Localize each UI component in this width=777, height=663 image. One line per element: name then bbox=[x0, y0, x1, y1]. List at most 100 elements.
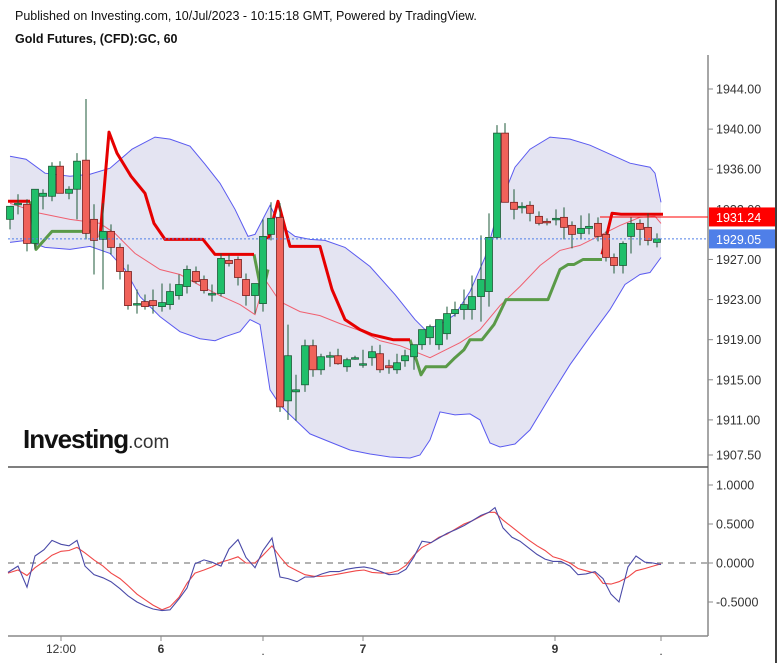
candle bbox=[443, 306, 451, 340]
candle-body bbox=[585, 225, 593, 229]
candle bbox=[276, 203, 284, 412]
time-tick-label: . bbox=[261, 644, 264, 658]
candle bbox=[6, 205, 14, 230]
time-tick-label: 9 bbox=[552, 642, 559, 656]
candle bbox=[585, 213, 593, 235]
candle bbox=[326, 351, 334, 367]
last-price-badge: 1931.24 bbox=[709, 207, 775, 227]
candle-body bbox=[90, 218, 98, 241]
candle bbox=[351, 355, 359, 360]
candle bbox=[200, 275, 208, 294]
candle-body bbox=[158, 302, 166, 307]
price-tick-label: 1907.50 bbox=[716, 448, 761, 462]
oscillator-axis: 1.0000 0.5000 0.0000 -0.5000 bbox=[708, 479, 758, 610]
investing-logo: Investing.com bbox=[23, 424, 169, 455]
candle-body bbox=[510, 201, 518, 210]
candle bbox=[107, 224, 115, 255]
candle-body bbox=[443, 313, 451, 335]
band-upper-line bbox=[9, 136, 662, 331]
supertrend-down-segment bbox=[98, 130, 254, 256]
candle bbox=[242, 273, 250, 306]
candle-body bbox=[594, 222, 602, 237]
candle bbox=[317, 353, 325, 375]
candle bbox=[31, 188, 39, 250]
candle-body bbox=[477, 279, 485, 297]
price-tick-label: 1944.00 bbox=[716, 83, 761, 97]
candle-body bbox=[225, 260, 233, 264]
candle bbox=[309, 339, 317, 377]
candle bbox=[535, 211, 543, 226]
osc-fast-line bbox=[7, 506, 662, 612]
candle bbox=[82, 99, 90, 240]
candle-body bbox=[259, 235, 267, 304]
candle bbox=[627, 217, 635, 254]
candle-body bbox=[133, 303, 141, 306]
candle-body bbox=[56, 165, 64, 194]
candle-body bbox=[107, 230, 115, 248]
candle-body bbox=[301, 345, 309, 386]
candle-body bbox=[602, 233, 610, 258]
candle-body bbox=[326, 355, 334, 358]
candle-body bbox=[568, 224, 576, 235]
candle bbox=[644, 213, 652, 246]
candle bbox=[468, 275, 476, 320]
candle-body bbox=[385, 365, 393, 369]
candle bbox=[560, 207, 568, 240]
current-price-badge-bg bbox=[709, 229, 775, 249]
candle-body bbox=[309, 345, 317, 371]
candle bbox=[56, 161, 64, 194]
candle bbox=[251, 283, 259, 314]
candle bbox=[166, 283, 174, 310]
candle bbox=[501, 123, 509, 203]
candle-body bbox=[31, 188, 39, 244]
candle bbox=[418, 329, 426, 350]
candle bbox=[149, 289, 157, 314]
candle-body bbox=[401, 355, 409, 362]
candle-body bbox=[526, 204, 534, 214]
candle bbox=[99, 203, 107, 290]
candle bbox=[208, 284, 216, 302]
candle bbox=[518, 202, 526, 214]
price-tick-label: 1915.00 bbox=[716, 373, 761, 387]
candle bbox=[292, 374, 300, 421]
price-tick-label: 1923.00 bbox=[716, 293, 761, 307]
candle bbox=[385, 359, 393, 374]
candle-body bbox=[39, 192, 47, 197]
candle bbox=[183, 265, 191, 294]
candle bbox=[359, 349, 367, 368]
osc-tick-label: -0.5000 bbox=[716, 596, 758, 610]
candle-body bbox=[23, 203, 31, 244]
candle-body bbox=[317, 356, 325, 371]
osc-tick-label: 0.0000 bbox=[716, 557, 754, 571]
time-tick-label: 7 bbox=[360, 642, 367, 656]
candle-body bbox=[435, 319, 443, 346]
candle-body bbox=[217, 258, 225, 294]
candle bbox=[39, 189, 47, 210]
candle-body bbox=[376, 353, 384, 371]
candle bbox=[577, 215, 585, 240]
price-tick-label: 1936.00 bbox=[716, 163, 761, 177]
candle-body bbox=[543, 220, 551, 224]
osc-slow-line bbox=[7, 511, 662, 611]
candle bbox=[73, 153, 81, 220]
candle bbox=[602, 231, 610, 262]
price-lines bbox=[8, 216, 708, 240]
candle-body bbox=[577, 227, 585, 234]
candle-body bbox=[292, 389, 300, 393]
candle-body bbox=[636, 222, 644, 230]
candle-body bbox=[116, 247, 124, 272]
candle-body bbox=[518, 205, 526, 209]
candle bbox=[526, 201, 534, 222]
supertrend-down-segment bbox=[600, 211, 663, 255]
candle bbox=[133, 289, 141, 314]
candle bbox=[376, 344, 384, 373]
candle bbox=[594, 217, 602, 242]
supertrend-up-segment bbox=[408, 258, 602, 377]
candle-body bbox=[426, 326, 434, 339]
candle bbox=[301, 339, 309, 392]
candle-body bbox=[6, 205, 14, 220]
candle bbox=[267, 202, 275, 241]
candle bbox=[284, 324, 292, 420]
candle bbox=[568, 221, 576, 249]
